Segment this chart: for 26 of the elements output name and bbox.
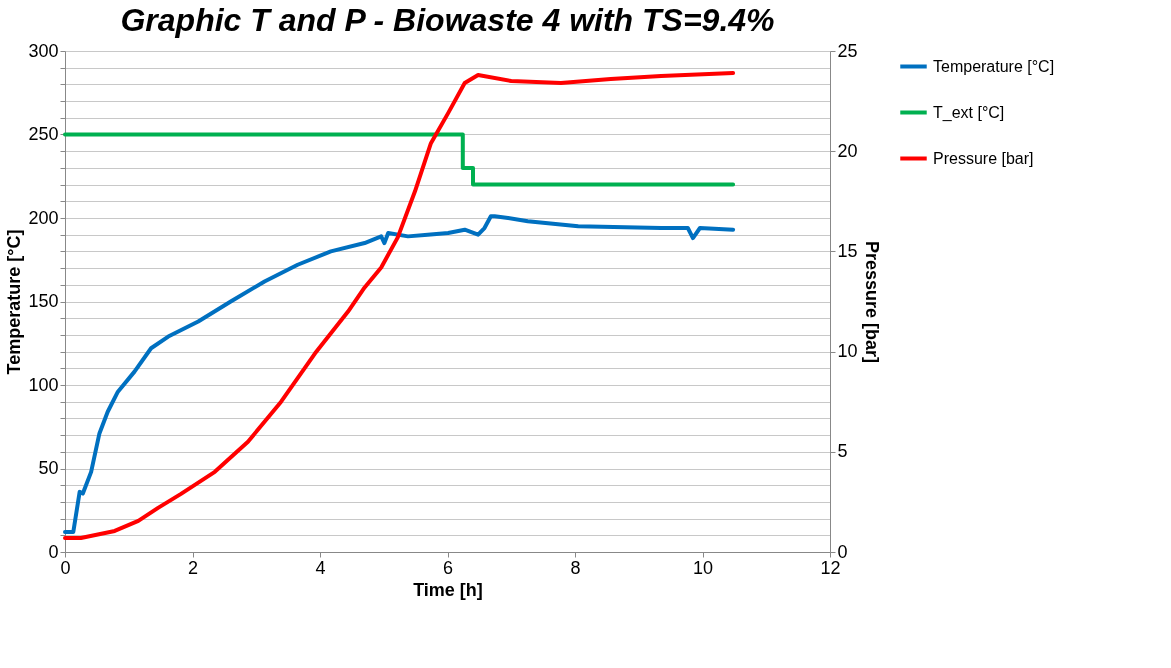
x-tick-label: 4 xyxy=(315,557,326,578)
y2-tick-label: 5 xyxy=(837,441,848,462)
y-tick-label: 200 xyxy=(28,207,59,228)
x-axis-title: Time [h] xyxy=(413,579,483,600)
y2-tick-label: 10 xyxy=(837,341,858,362)
y-tick-label: 100 xyxy=(28,374,59,395)
y-tick-label: 300 xyxy=(28,40,59,61)
x-tick-label: 8 xyxy=(570,557,581,578)
y-tick-label: 250 xyxy=(28,124,59,144)
x-tick-label: 10 xyxy=(692,557,714,578)
y-tick-label: 50 xyxy=(38,458,59,478)
y-tick-label: 150 xyxy=(28,291,59,311)
y2-tick-label: 15 xyxy=(837,240,858,261)
y2-tick-label: 20 xyxy=(837,140,858,161)
y-tick-label: 0 xyxy=(48,541,59,562)
legend-label: Temperature [°C] xyxy=(933,57,1055,75)
y2-tick-label: 25 xyxy=(837,40,858,61)
y-axis-title: Temperature [°C] xyxy=(4,229,25,375)
chart-title: Graphic T and P - Biowaste 4 with TS=9.4% xyxy=(120,2,775,38)
y2-axis-title: Pressure [bar] xyxy=(861,240,882,364)
x-tick-label: 6 xyxy=(442,557,454,578)
legend-label: T_ext [°C] xyxy=(933,103,1005,122)
x-tick-label: 2 xyxy=(187,557,199,578)
legend-label: Pressure [bar] xyxy=(933,149,1034,167)
line-series xyxy=(63,71,736,540)
line-series xyxy=(63,214,736,534)
